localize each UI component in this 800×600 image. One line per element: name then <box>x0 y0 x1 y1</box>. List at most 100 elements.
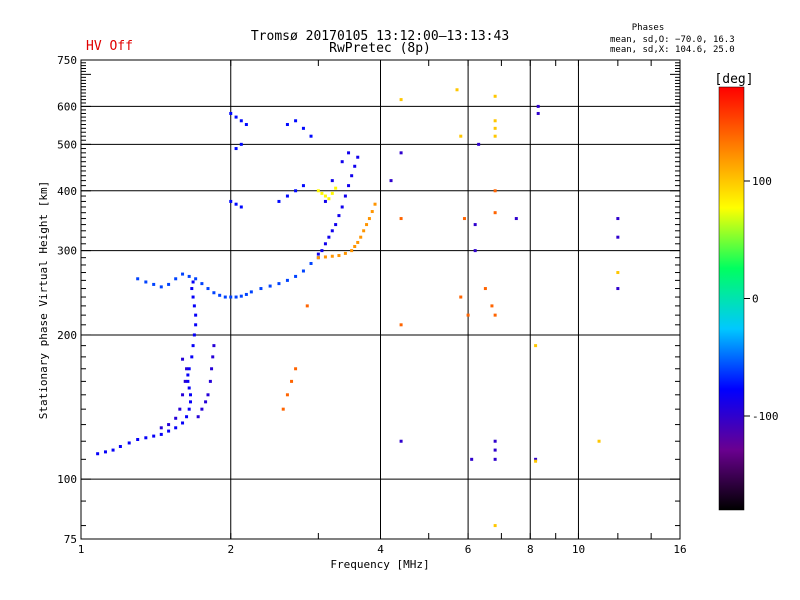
data-point <box>159 426 163 430</box>
data-point <box>111 448 115 452</box>
data-point <box>343 194 347 198</box>
data-point <box>399 323 403 327</box>
data-point <box>493 119 497 123</box>
y-tick-label: 400 <box>57 185 77 198</box>
data-point <box>323 255 327 259</box>
data-point <box>194 313 198 317</box>
data-point <box>178 407 182 411</box>
data-point <box>259 287 263 291</box>
data-point <box>212 344 216 348</box>
data-point <box>167 423 171 427</box>
data-point <box>536 111 540 115</box>
x-tick-labels: 1 2 4 6 8 10 16 <box>78 543 687 556</box>
data-point <box>337 214 341 218</box>
data-point <box>493 457 497 461</box>
data-point <box>174 416 178 420</box>
data-point <box>239 119 243 123</box>
data-point <box>234 202 238 206</box>
colorbar-tick-label: 100 <box>752 175 772 188</box>
data-point <box>204 400 208 404</box>
data-point <box>194 323 198 327</box>
data-point <box>200 407 204 411</box>
data-point <box>234 295 238 299</box>
data-point <box>477 142 481 146</box>
data-point <box>188 393 192 397</box>
hv-status: HV Off <box>86 39 133 54</box>
data-point <box>323 194 327 198</box>
data-point <box>493 94 497 98</box>
data-point <box>347 151 351 155</box>
y-tick-label: 75 <box>64 533 77 546</box>
data-point <box>534 459 538 463</box>
data-point <box>330 179 334 183</box>
data-point <box>290 379 294 383</box>
data-point <box>367 217 371 221</box>
data-point <box>187 274 191 278</box>
data-point <box>244 292 248 296</box>
phases-x-stats: mean, sd,X: 104.6, 25.0 <box>610 45 735 55</box>
x-axis-label: Frequency [MHz] <box>330 558 429 571</box>
data-point <box>320 191 324 195</box>
data-point <box>455 88 459 92</box>
data-point <box>343 251 347 255</box>
data-point <box>159 432 163 436</box>
data-point <box>294 274 298 278</box>
data-point <box>239 142 243 146</box>
colorbar-ticks: 100 0 -100 <box>744 175 779 423</box>
data-point <box>340 205 344 209</box>
data-point <box>181 272 185 276</box>
data-point <box>536 104 540 108</box>
data-point <box>353 244 357 248</box>
data-point <box>330 254 334 258</box>
data-point <box>616 287 620 291</box>
data-point <box>212 291 216 295</box>
chart-subtitle: RwPretec (8p) <box>329 41 431 56</box>
data-point <box>174 277 178 281</box>
y-tick-label: 600 <box>57 100 77 113</box>
data-point <box>466 313 470 317</box>
data-point <box>330 229 334 233</box>
data-point <box>136 277 140 281</box>
data-point <box>103 450 107 454</box>
data-point <box>399 151 403 155</box>
data-point <box>268 284 272 288</box>
x-tick-label: 2 <box>227 543 234 556</box>
data-point <box>174 426 178 430</box>
y-axis-label: Stationary phase Virtual Height [km] <box>37 181 50 419</box>
data-point <box>323 242 327 246</box>
data-point <box>187 367 191 371</box>
data-point <box>493 126 497 130</box>
data-point <box>191 280 195 284</box>
data-point <box>187 386 191 390</box>
data-point <box>616 235 620 239</box>
data-point <box>359 235 363 239</box>
data-point <box>181 393 185 397</box>
colorbar-label: [deg] <box>714 72 753 87</box>
data-point <box>181 357 185 361</box>
data-point <box>244 123 248 127</box>
data-point <box>206 287 210 291</box>
data-point <box>320 249 324 253</box>
data-point <box>186 373 190 377</box>
x-tick-label: 6 <box>465 543 472 556</box>
data-point <box>229 199 233 203</box>
data-point <box>323 199 327 203</box>
data-point <box>208 379 212 383</box>
data-point <box>301 269 305 273</box>
data-point <box>239 205 243 209</box>
data-point <box>362 229 366 233</box>
data-point <box>350 249 354 253</box>
data-point <box>249 290 253 294</box>
data-point <box>459 134 463 138</box>
y-tick-label: 300 <box>57 245 77 258</box>
data-point <box>493 313 497 317</box>
data-point <box>96 452 100 456</box>
data-point <box>365 223 369 227</box>
minor-ticks <box>80 60 681 539</box>
data-point <box>285 393 289 397</box>
data-point <box>350 174 354 178</box>
data-point <box>196 415 200 419</box>
phases-heading: Phases <box>632 23 665 33</box>
data-point <box>234 115 238 119</box>
data-point <box>190 287 194 291</box>
